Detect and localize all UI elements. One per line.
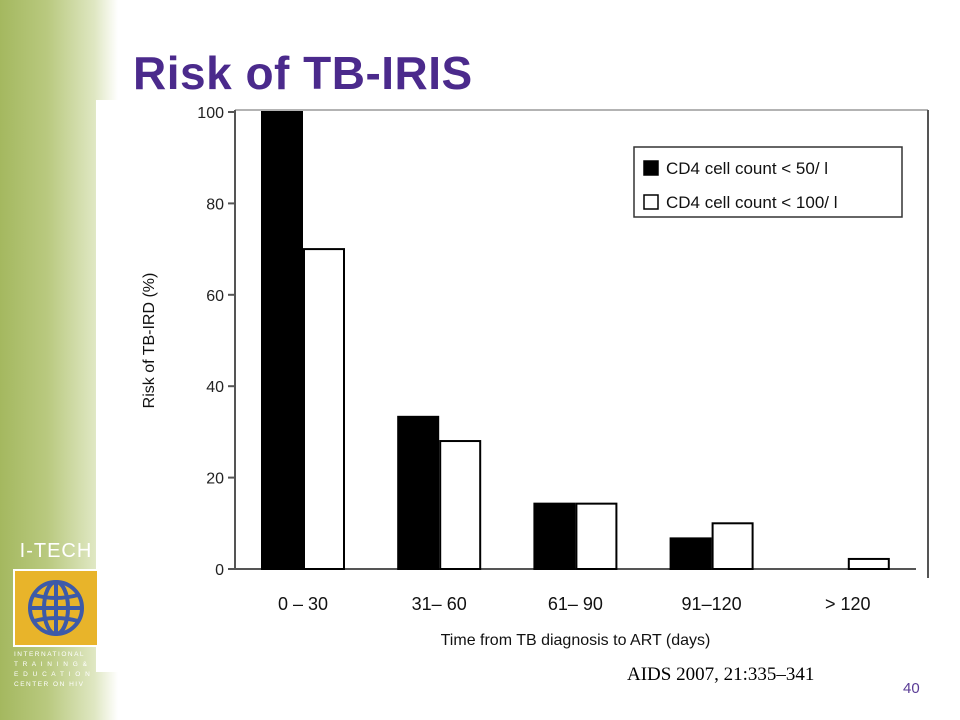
legend-label: CD4 cell count < 100/ l <box>666 193 838 212</box>
x-axis-title: Time from TB diagnosis to ART (days) <box>441 632 711 649</box>
logo-line: INTERNATIONAL <box>14 651 86 658</box>
logo-line: T R A I N I N G & <box>14 661 89 668</box>
x-tick-label: 31– 60 <box>412 594 467 614</box>
y-axis-title: Risk of TB-IRD (%) <box>141 273 158 409</box>
y-tick-label: 20 <box>206 471 224 488</box>
bar <box>439 440 482 571</box>
page-number: 40 <box>903 680 920 697</box>
x-tick-label: 0 – 30 <box>278 594 328 614</box>
bar <box>711 522 754 570</box>
chart-svg: 0 20 40 60 80 100 0 – 30 31– 60 61– 90 91–120 > 12… <box>141 105 929 649</box>
x-tick-label: 91–120 <box>682 594 742 614</box>
chart: 0 20 40 60 80 100 0 – 30 31– 60 61– 90 91–120 > 12… <box>96 100 936 672</box>
logo-line: E D U C A T I O N <box>14 671 92 678</box>
bar <box>847 557 890 571</box>
chart-labels: 0 20 40 60 80 100 0 – 30 31– 60 61– 90 91–120 > 12… <box>141 105 871 649</box>
y-tick-label: 40 <box>206 379 224 396</box>
bar <box>669 537 712 571</box>
x-tick-label: 61– 90 <box>548 594 603 614</box>
x-tick-label: > 120 <box>825 594 871 614</box>
y-tick-label: 100 <box>197 105 224 122</box>
y-tick-label: 80 <box>206 196 224 213</box>
slide-title: Risk of TB-IRIS <box>133 47 473 99</box>
legend-swatch <box>643 194 659 210</box>
logo-line: CENTER ON HIV <box>14 681 85 688</box>
bar <box>261 111 303 570</box>
bar <box>533 502 576 570</box>
chart-legend: CD4 cell count < 50/ l CD4 cell count < 1… <box>633 146 903 218</box>
y-tick-label: 60 <box>206 288 224 305</box>
y-tick-label: 0 <box>215 562 224 579</box>
logo-name: I-TECH <box>19 540 93 562</box>
logo-text: INTERNATIONAL T R A I N I N G & E D U C … <box>14 650 98 690</box>
bar <box>575 502 618 570</box>
legend-label: CD4 cell count < 50/ l <box>666 159 828 178</box>
legend-swatch <box>643 160 659 176</box>
itech-logo: I-TECH INTERNATIONAL T R A I N I N G & E… <box>6 540 106 720</box>
bar <box>397 415 440 570</box>
chart-bars <box>261 111 890 571</box>
citation: AIDS 2007, 21:335–341 <box>627 664 815 685</box>
legend-box <box>633 146 903 218</box>
bar <box>303 248 345 570</box>
globe-icon <box>13 569 99 647</box>
